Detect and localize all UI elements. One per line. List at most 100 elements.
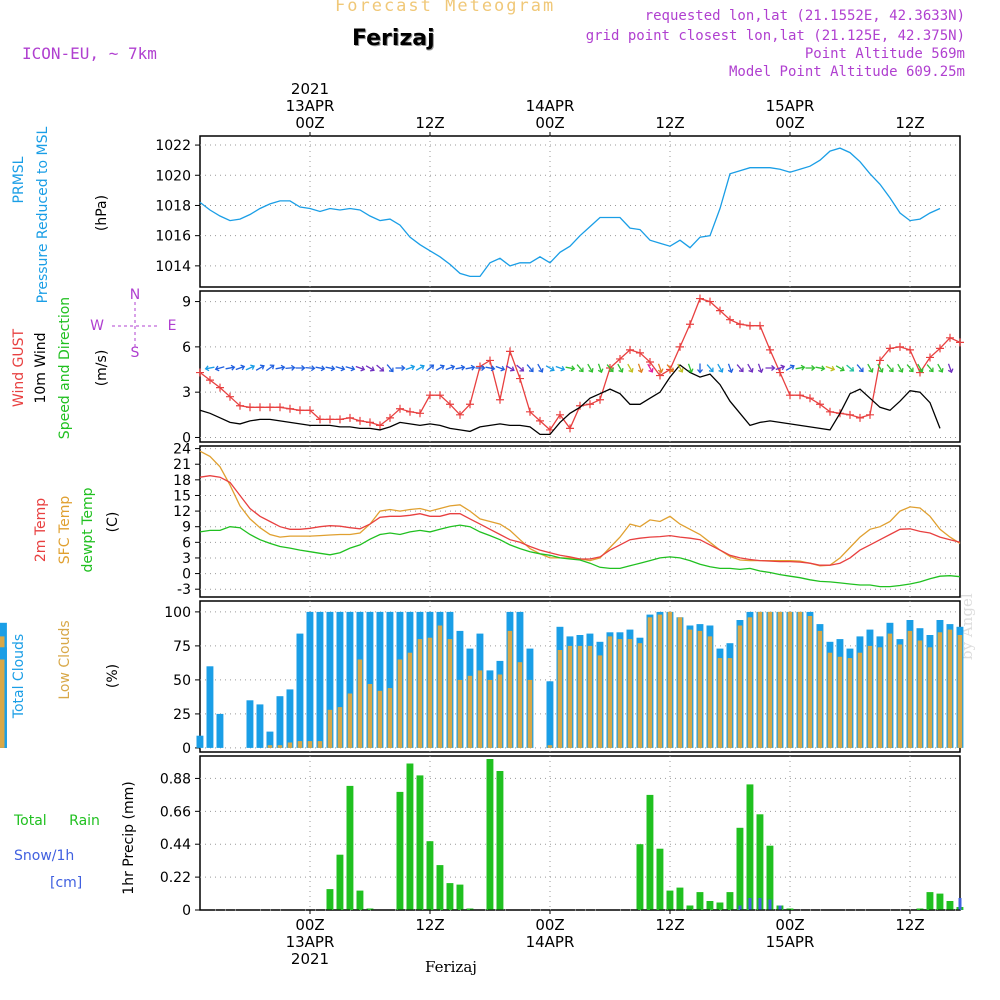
rain-bar <box>746 784 754 910</box>
rain-bar <box>356 890 364 910</box>
low-clouds-bar <box>547 745 553 748</box>
temperature-series-dewpt-temp <box>199 524 961 588</box>
low-clouds-bar <box>0 659 5 748</box>
wind-direction-arrow <box>265 364 275 372</box>
clouds-ytick-label: 0 <box>182 741 191 757</box>
low-clouds-bar <box>657 614 663 748</box>
low-clouds-bar <box>507 630 513 748</box>
low-clouds-bar <box>287 742 293 748</box>
gust-marker <box>366 418 374 427</box>
wind-direction-arrow <box>376 364 385 372</box>
gust-marker <box>396 404 404 413</box>
rain-bar <box>656 848 664 910</box>
rain-bar <box>696 892 704 910</box>
low-clouds-bar <box>597 655 603 748</box>
clouds-label-low: Low Clouds <box>57 620 73 699</box>
gust-marker <box>416 409 424 418</box>
wind-direction-arrow <box>647 363 654 373</box>
gust-marker <box>196 368 204 377</box>
pressure-series-line <box>199 147 941 278</box>
temp-unit-label: (C) <box>105 512 121 533</box>
snow-bar <box>758 898 762 910</box>
low-clouds-bar <box>437 625 443 748</box>
total-clouds-bar <box>326 611 334 748</box>
precip-panel-frame <box>199 755 961 911</box>
gust-marker <box>856 413 864 422</box>
gust-marker <box>546 425 554 434</box>
wind-direction-arrow <box>335 365 346 372</box>
rain-bar <box>416 775 424 910</box>
total-clouds-bar <box>216 713 224 748</box>
rain-bar <box>646 794 654 910</box>
gust-marker <box>256 403 264 412</box>
wind-direction-arrow <box>415 364 425 371</box>
low-clouds-bar <box>797 611 803 748</box>
total-clouds-bar <box>286 689 294 748</box>
wind-direction-arrow <box>225 364 236 371</box>
wind-direction-arrow <box>906 364 914 373</box>
precip-ytick-label: 0.66 <box>160 804 191 820</box>
low-clouds-bar <box>737 625 743 748</box>
wind-direction-arrow <box>516 364 525 372</box>
temperature-ytick-label: 12 <box>173 504 191 520</box>
wind-direction-arrow <box>897 363 904 373</box>
gust-marker <box>566 424 574 433</box>
time-axis-top-label: 00Z <box>295 114 324 132</box>
gust-marker <box>536 416 544 425</box>
gust-marker <box>526 407 534 416</box>
time-axis-top-label: 12Z <box>655 114 684 132</box>
rain-bar <box>666 890 674 910</box>
wind-direction-arrow <box>706 364 714 373</box>
total-clouds-bar <box>276 696 284 748</box>
snow-bar <box>738 905 742 910</box>
rain-bar <box>676 887 684 910</box>
low-clouds-bar <box>297 741 303 748</box>
gust-marker <box>866 410 874 419</box>
precip-ytick-label: 0 <box>182 903 191 919</box>
gust-marker <box>386 413 394 422</box>
low-clouds-bar <box>457 679 463 748</box>
gust-marker <box>816 400 824 409</box>
low-clouds-bar <box>707 636 713 748</box>
low-clouds-bar <box>497 674 503 748</box>
low-clouds-bar <box>757 611 763 748</box>
low-clouds-bar <box>777 611 783 748</box>
total-clouds-bar <box>386 611 394 748</box>
gust-marker <box>466 400 474 409</box>
gust-marker <box>306 406 314 415</box>
pressure-ytick-label: 1022 <box>155 138 191 154</box>
gust-marker <box>436 391 444 400</box>
wind-direction-arrow <box>846 364 855 372</box>
low-clouds-bar <box>857 652 863 748</box>
rain-bar <box>716 902 724 910</box>
low-clouds-bar <box>527 679 533 748</box>
gust-marker <box>226 392 234 401</box>
wind-direction-arrow <box>785 364 795 371</box>
low-clouds-bar <box>677 617 683 748</box>
low-clouds-bar <box>667 611 673 748</box>
gust-marker <box>286 404 294 413</box>
temperature-ytick-label: 0 <box>182 567 191 583</box>
wind-direction-arrow <box>555 365 566 372</box>
low-clouds-bar <box>337 707 343 748</box>
gust-marker <box>846 410 854 419</box>
temperature-ytick-label: 21 <box>173 457 191 473</box>
wind-direction-arrow <box>637 363 644 374</box>
temperature-ytick-label: -3 <box>177 582 191 598</box>
wind-direction-arrow <box>687 363 694 374</box>
gust-marker <box>346 413 354 422</box>
low-clouds-bar <box>557 650 563 748</box>
gust-marker <box>516 374 524 383</box>
wind-direction-arrow <box>606 364 614 373</box>
gust-marker <box>736 320 744 329</box>
time-axis-top-label: 2021 <box>291 80 329 98</box>
snow-bar <box>958 898 962 910</box>
wind-direction-arrow <box>305 365 316 372</box>
gust-marker <box>356 416 364 425</box>
low-clouds-bar <box>697 630 703 748</box>
time-axis-bottom-label: 00Z <box>775 916 804 934</box>
precip-ytick-label: 0.88 <box>160 771 191 787</box>
gust-marker <box>906 345 914 354</box>
wind-direction-arrow <box>747 363 754 373</box>
gust-marker <box>576 401 584 410</box>
